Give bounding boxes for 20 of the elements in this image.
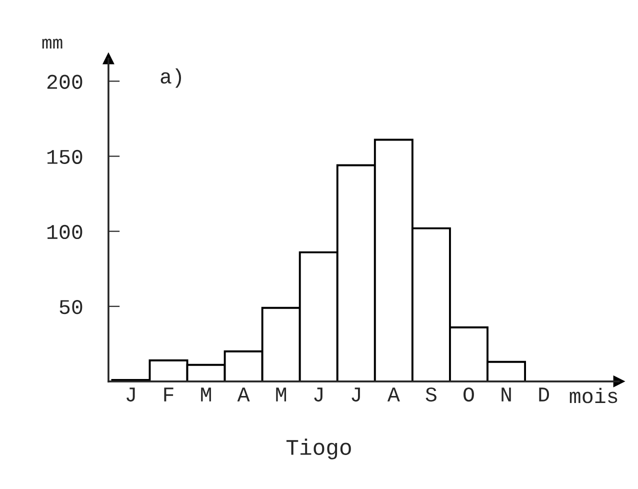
x-tick-label: J bbox=[126, 388, 135, 402]
y-tick-label: 50 bbox=[60, 300, 82, 314]
x-tick-label: J bbox=[352, 388, 360, 402]
x-tick-label: M bbox=[201, 388, 211, 402]
x-tick-label: J bbox=[314, 388, 322, 402]
y-axis-title: mm bbox=[42, 38, 62, 48]
x-tick-label: M bbox=[276, 388, 286, 402]
x-tick-label: D bbox=[539, 388, 549, 402]
y-tick-label: 150 bbox=[47, 150, 82, 164]
text: Tiogo bbox=[286, 438, 351, 460]
x-tick-label: S bbox=[426, 387, 436, 402]
y-tick-label: 100 bbox=[47, 224, 82, 240]
x-axis-title: mois bbox=[570, 388, 618, 404]
x-tick-label: O bbox=[464, 387, 474, 402]
x-tick-label: N bbox=[502, 388, 511, 402]
x-tick-label: F bbox=[164, 388, 174, 402]
y-tick-label: 200 bbox=[47, 74, 82, 89]
annotation: a) bbox=[160, 68, 182, 88]
x-tick-label: A bbox=[237, 388, 250, 402]
x-tick-label: A bbox=[387, 388, 400, 402]
